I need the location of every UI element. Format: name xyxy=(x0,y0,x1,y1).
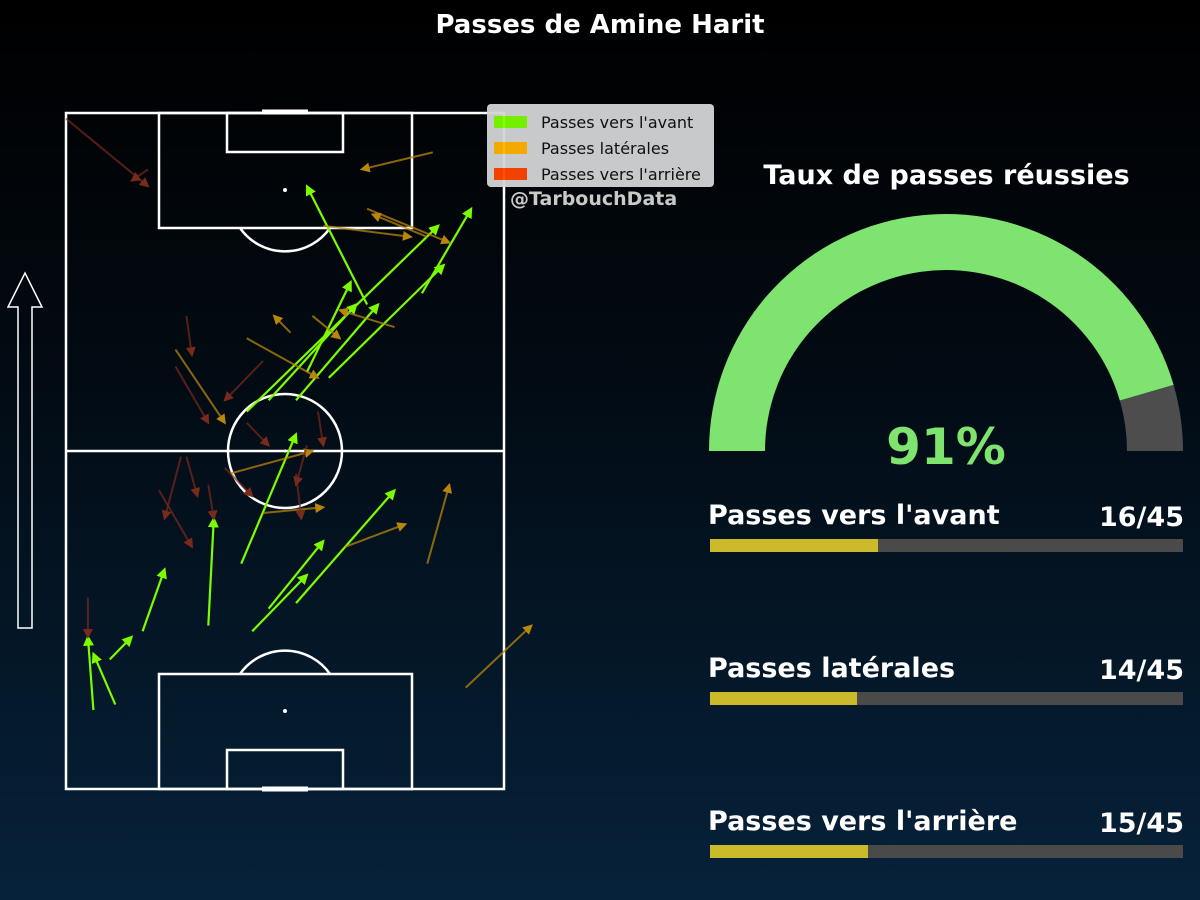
centre-circle xyxy=(226,392,344,510)
pass-arrow-backward xyxy=(207,484,218,521)
pass-arrow-forward xyxy=(83,634,95,711)
pass-arrow-backward xyxy=(223,360,264,402)
pass-arrow-backward xyxy=(174,365,210,425)
credit-watermark: @TarbouchData xyxy=(510,188,678,210)
stat-forward: Passes vers l'avant 16/45 xyxy=(708,500,1184,560)
passes-layer xyxy=(65,117,533,711)
pass-arrow-backward xyxy=(295,473,306,521)
top-penalty-arc xyxy=(238,227,332,253)
top-six-yard-box xyxy=(225,111,345,154)
pass-arrow-forward xyxy=(295,302,380,402)
pass-arrow-forward xyxy=(240,432,298,565)
gauge-fill xyxy=(709,213,1174,451)
bottom-penalty-spot xyxy=(283,709,287,713)
pass-arrow-forward xyxy=(141,567,167,632)
legend-label-lateral: Passes latérales xyxy=(541,138,670,158)
pass-arrow-lateral xyxy=(370,212,428,238)
stat-bar-fill xyxy=(710,845,868,858)
legend-item-forward: Passes vers l'avant xyxy=(494,111,693,133)
stat-bar-fill xyxy=(710,692,858,705)
pass-arrow-lateral xyxy=(359,151,434,173)
pass-arrow-lateral xyxy=(337,307,395,329)
pass-arrow-forward xyxy=(207,516,219,626)
pass-arrow-lateral xyxy=(246,337,320,379)
pass-arrow-lateral xyxy=(272,314,292,334)
pass-arrow-forward xyxy=(267,539,325,610)
pass-arrow-backward xyxy=(316,411,327,448)
stat-count: 16/45 xyxy=(1098,502,1184,533)
stat-backward: Passes vers l'arrière 15/45 xyxy=(708,806,1184,866)
pass-arrow-backward xyxy=(185,315,196,358)
chart-title: Passes de Amine Harit xyxy=(435,10,765,40)
pass-arrow-lateral xyxy=(323,224,413,241)
attack-direction-arrow xyxy=(6,271,44,629)
stat-label: Passes vers l'arrière xyxy=(708,806,1018,837)
pass-arrow-lateral xyxy=(344,522,408,548)
legend: Passes vers l'avant Passes latérales Pas… xyxy=(487,104,714,187)
bottom-penalty-area xyxy=(157,672,414,791)
pass-arrow-backward xyxy=(161,456,182,521)
stat-bar-fill xyxy=(710,539,879,552)
pass-arrow-lateral xyxy=(230,448,315,475)
centre-spot xyxy=(283,449,287,453)
gauge-track xyxy=(1119,384,1183,451)
pass-arrow-forward xyxy=(267,302,358,402)
legend-swatch-lateral xyxy=(494,142,527,154)
top-penalty-spot xyxy=(283,188,287,192)
stat-bar-track xyxy=(710,845,1183,858)
pass-arrow-backward xyxy=(130,168,149,182)
stat-bar-track xyxy=(710,539,1183,552)
bottom-six-yard-box xyxy=(225,748,345,791)
pass-map xyxy=(6,111,533,791)
pass-arrow-forward xyxy=(305,280,352,373)
pass-arrow-lateral xyxy=(174,349,226,425)
legend-label-forward: Passes vers l'avant xyxy=(541,112,694,132)
stat-lateral: Passes latérales 14/45 xyxy=(708,653,1184,713)
pass-arrow-lateral xyxy=(465,624,533,689)
pass-arrow-forward xyxy=(91,651,117,705)
pass-arrow-forward xyxy=(328,263,446,379)
legend-item-backward: Passes vers l'arrière xyxy=(494,163,701,185)
pass-arrow-lateral xyxy=(311,315,342,340)
pass-arrow-forward xyxy=(420,206,473,294)
legend-swatch-forward xyxy=(494,116,527,128)
pass-arrow-forward xyxy=(305,184,369,305)
legend-label-backward: Passes vers l'arrière xyxy=(541,164,701,184)
pass-arrow-backward xyxy=(158,489,193,549)
stat-count: 15/45 xyxy=(1098,808,1184,839)
legend-swatch-backward xyxy=(494,168,527,180)
stat-label: Passes latérales xyxy=(708,653,956,684)
stat-label: Passes vers l'avant xyxy=(708,500,1000,531)
pass-arrow-lateral xyxy=(366,207,452,245)
pass-arrow-backward xyxy=(245,422,270,447)
bottom-penalty-arc xyxy=(238,649,332,675)
pass-arrow-backward xyxy=(224,467,254,498)
pass-arrow-backward xyxy=(185,456,201,499)
stat-count: 14/45 xyxy=(1098,655,1184,686)
stat-bar-track xyxy=(710,692,1183,705)
pass-arrow-forward xyxy=(251,573,309,633)
pass-arrow-lateral xyxy=(263,503,326,514)
gauge-title: Taux de passes réussies xyxy=(763,160,1130,191)
pass-arrow-lateral xyxy=(426,482,452,564)
gauge-value: 91% xyxy=(886,418,1006,476)
pass-arrow-backward xyxy=(65,117,150,188)
success-rate-gauge xyxy=(709,213,1183,451)
pass-arrow-forward xyxy=(109,635,134,661)
pass-arrow-backward xyxy=(293,445,308,487)
legend-item-lateral: Passes latérales xyxy=(494,137,669,159)
